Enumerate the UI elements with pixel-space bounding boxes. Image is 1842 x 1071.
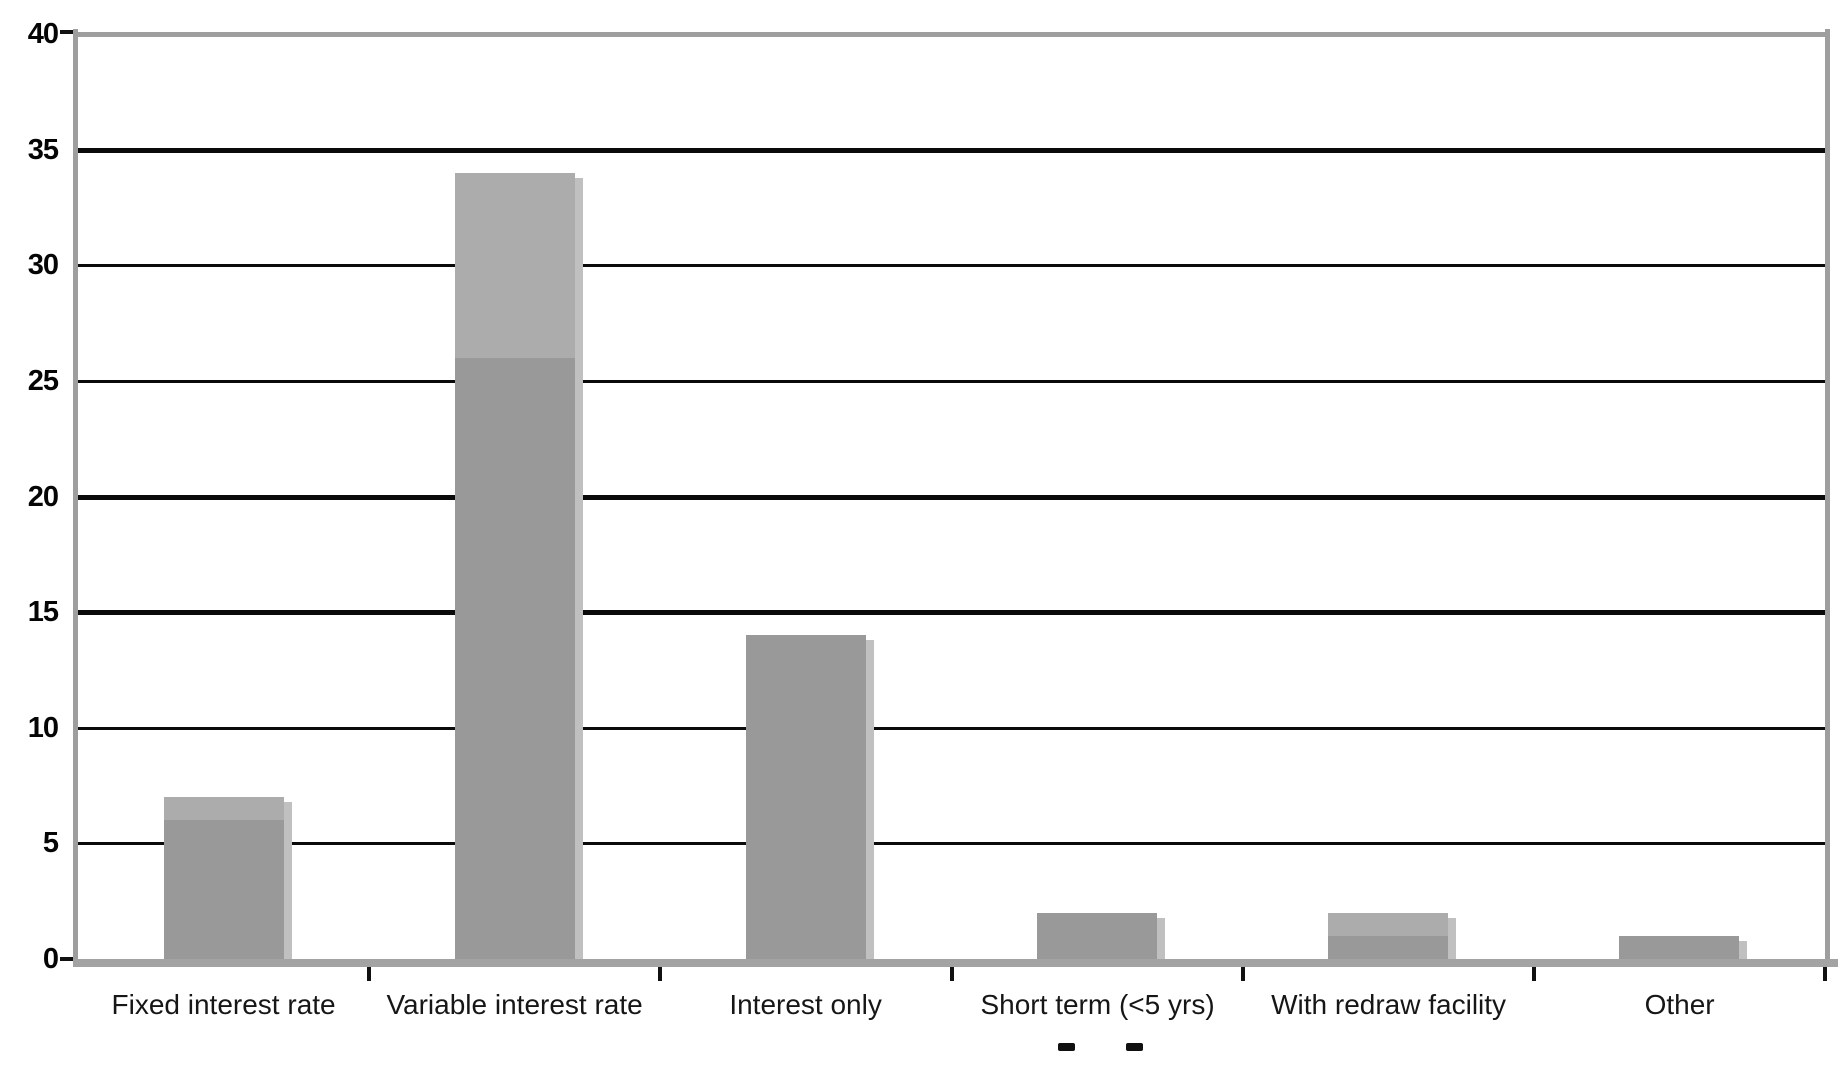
bar-dark-short-term-5-yrs <box>1037 912 1157 959</box>
y-axis-line <box>73 29 78 966</box>
gridline-30 <box>73 264 1830 268</box>
gridline-10 <box>73 726 1830 730</box>
gridline-20 <box>73 494 1830 500</box>
gridline-40 <box>73 32 1830 37</box>
bar-dark-variable-interest-rate <box>455 357 575 959</box>
x-axis-baseline <box>73 959 1838 967</box>
y-tick-label-5: 5 <box>42 827 59 860</box>
x-category-label-fixed-interest-rate: Fixed interest rate <box>111 989 336 1020</box>
gridline-15 <box>73 610 1830 616</box>
y-tick-label-30: 30 <box>27 249 59 282</box>
gridline-25 <box>73 379 1830 383</box>
x-category-label-with-redraw-facility: With redraw facility <box>1271 989 1507 1020</box>
y-tick-label-0: 0 <box>42 943 59 975</box>
x-category-label-short-term-5-yrs: Short term (<5 yrs) <box>980 989 1215 1020</box>
gridline-5 <box>73 842 1830 846</box>
x-category-label-other: Other <box>1644 989 1715 1020</box>
y-tick-label-40: 40 <box>27 18 59 50</box>
y-tick-label-20: 20 <box>27 480 59 513</box>
y-tick-label-15: 15 <box>27 596 59 629</box>
x-category-label-interest-only: Interest only <box>729 989 882 1020</box>
y-tick-label-10: 10 <box>27 711 59 744</box>
x-axis-tick-2 <box>658 967 662 981</box>
x-category-label-variable-interest-rate: Variable interest rate <box>386 989 643 1020</box>
x-axis-tick-3 <box>950 967 954 981</box>
plot-right-border <box>1825 29 1830 966</box>
cropped-text-fragment-2 <box>1126 1043 1143 1051</box>
x-axis-tick-1 <box>367 967 371 981</box>
gridline-35 <box>73 147 1830 153</box>
x-axis-tick-5 <box>1532 967 1536 981</box>
bar-dark-fixed-interest-rate <box>164 820 284 959</box>
cropped-text-fragment-1 <box>1058 1043 1075 1051</box>
bar-dark-interest-only <box>746 635 866 959</box>
bar-dark-with-redraw-facility <box>1328 935 1448 959</box>
y-tick-label-35: 35 <box>27 133 59 166</box>
x-axis-tick-6 <box>1823 967 1827 981</box>
x-axis-tick-4 <box>1241 967 1245 981</box>
bar-dark-other <box>1619 935 1739 959</box>
y-axis-tick-zero <box>60 957 73 961</box>
y-axis-tick-max <box>60 30 73 34</box>
y-tick-label-25: 25 <box>27 364 59 397</box>
